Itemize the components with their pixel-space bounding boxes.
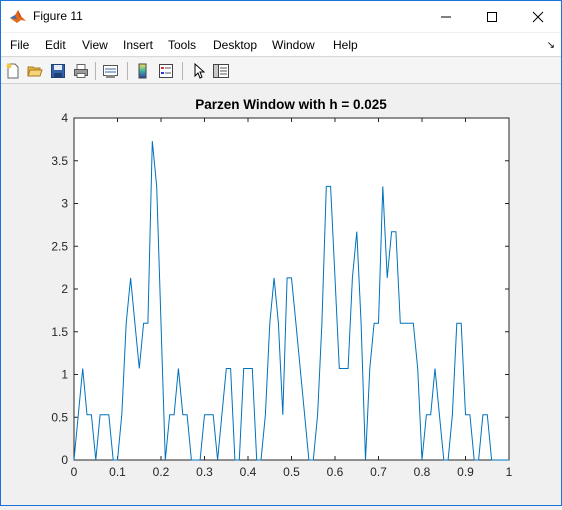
menu-bar: File Edit View Insert Tools Desktop Wind…: [1, 33, 561, 57]
y-tick-label: 0.5: [51, 410, 68, 424]
menu-desktop[interactable]: Desktop: [213, 38, 258, 52]
x-tick-label: 0.7: [370, 465, 387, 479]
menu-insert[interactable]: Insert: [123, 38, 154, 52]
figure-toolbar: [1, 58, 561, 84]
x-tick-label: 1: [506, 465, 513, 479]
print-icon: [74, 64, 88, 78]
colorbar-icon: [138, 63, 147, 79]
x-tick-label: 0: [71, 465, 78, 479]
property-inspector-icon: [213, 64, 229, 78]
figure-canvas: Parzen Window with h = 0.025 0 0.1 0.2 0.3 0…: [1, 85, 561, 505]
minimize-icon: [441, 16, 451, 17]
x-tick-label: 0.9: [457, 465, 474, 479]
y-tick-label: 0: [61, 453, 68, 467]
close-button[interactable]: [515, 1, 561, 32]
maximize-icon: [487, 11, 497, 22]
save-icon: [51, 64, 65, 78]
series-line: [73, 141, 509, 461]
x-tick-label: 0.5: [283, 465, 300, 479]
close-icon: [532, 11, 544, 22]
x-tick-label: 0.1: [109, 465, 126, 479]
y-tick-label: 2.5: [51, 239, 68, 253]
x-tick-label: 0.3: [196, 465, 213, 479]
y-tick-label: 1.5: [51, 325, 68, 339]
edit-plot-button[interactable]: [188, 61, 208, 81]
open-file-button[interactable]: [25, 61, 45, 81]
y-tick-label: 3: [61, 197, 68, 211]
x-tick-label: 0.6: [327, 465, 344, 479]
save-button[interactable]: [48, 61, 68, 81]
menu-file[interactable]: File: [10, 38, 30, 52]
y-tick-label: 2: [61, 282, 68, 296]
y-tick-label: 3.5: [51, 154, 68, 168]
menu-help[interactable]: Help: [333, 38, 358, 52]
menu-window[interactable]: Window: [272, 38, 315, 52]
new-figure-icon: [6, 63, 19, 79]
insert-legend-button[interactable]: [156, 61, 176, 81]
axes-box[interactable]: [73, 117, 510, 461]
matlab-logo-icon: [9, 8, 27, 24]
menu-edit[interactable]: Edit: [45, 38, 66, 52]
x-tick-label: 0.4: [240, 465, 257, 479]
maximize-button[interactable]: [469, 1, 515, 32]
link-plot-button[interactable]: [101, 61, 121, 81]
toolbar-separator: [182, 62, 183, 80]
minimize-button[interactable]: [423, 1, 469, 32]
print-button[interactable]: [71, 61, 91, 81]
property-inspector-button[interactable]: [211, 61, 231, 81]
x-tick-label: 0.8: [414, 465, 431, 479]
toolbar-separator: [95, 62, 96, 80]
chart-title: Parzen Window with h = 0.025: [195, 97, 387, 112]
toolbar-separator: [127, 62, 128, 80]
plot-svg[interactable]: Parzen Window with h = 0.025 0 0.1 0.2 0.3 0…: [1, 85, 561, 505]
menu-view[interactable]: View: [82, 38, 108, 52]
legend-icon: [159, 64, 173, 78]
menu-tools[interactable]: Tools: [168, 38, 197, 52]
y-tick-label: 4: [61, 111, 68, 125]
y-tick-label: 1: [61, 368, 68, 382]
x-tick-label: 0.2: [153, 465, 170, 479]
title-bar[interactable]: Figure 11: [1, 1, 561, 32]
new-figure-button[interactable]: [3, 61, 23, 81]
edit-plot-arrow-icon: [194, 63, 205, 79]
link-plot-icon: [103, 65, 118, 78]
dock-arrow-icon[interactable]: ↘: [546, 40, 555, 51]
window-title: Figure 11: [33, 9, 83, 23]
insert-colorbar-button[interactable]: [133, 61, 153, 81]
open-file-icon: [27, 66, 43, 77]
